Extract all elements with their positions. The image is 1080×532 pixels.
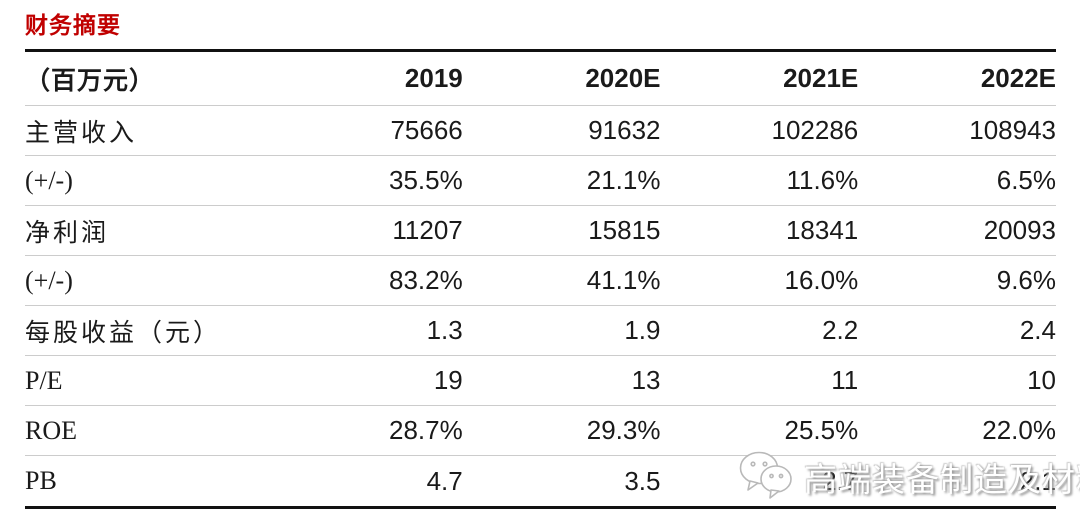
- cell-value: 18341: [785, 215, 859, 245]
- column-header-2019: 2019: [404, 63, 463, 93]
- cell-value: 25.5%: [784, 415, 859, 445]
- cell-value: 11.6%: [786, 165, 859, 195]
- row-label: (+/-): [25, 165, 73, 195]
- table-row-pe: P/E 19 13 11 10: [25, 356, 1056, 406]
- financial-summary-section: 财务摘要 （百万元） 2019 2020E 2021E 2022E 主营收入 7…: [25, 6, 1056, 509]
- cell-value: 83.2%: [389, 265, 463, 295]
- cell-value: 19: [433, 365, 463, 395]
- table-header-row: （百万元） 2019 2020E 2021E 2022E: [25, 52, 1056, 106]
- cell-value: 108943: [969, 115, 1056, 145]
- table-row-profit-growth: (+/-) 83.2% 41.1% 16.0% 9.6%: [25, 256, 1056, 306]
- cell-value: 1.9: [624, 315, 661, 345]
- cell-value: 4.7: [426, 465, 463, 496]
- row-label: P/E: [25, 365, 63, 395]
- cell-value: 16.0%: [784, 265, 859, 295]
- table-row-roe: ROE 28.7% 29.3% 25.5% 22.0%: [25, 406, 1056, 456]
- table-row-revenue-growth: (+/-) 35.5% 21.1% 11.6% 6.5%: [25, 156, 1056, 206]
- cell-value: 91632: [588, 115, 661, 145]
- table-row-revenue: 主营收入 75666 91632 102286 108943: [25, 106, 1056, 156]
- cell-value: 3.5: [624, 465, 661, 496]
- financial-summary-table: （百万元） 2019 2020E 2021E 2022E 主营收入 75666 …: [25, 49, 1056, 509]
- cell-value: 15815: [588, 215, 661, 245]
- cell-value: 11207: [392, 215, 463, 245]
- row-label: 净利润: [25, 217, 110, 247]
- cell-value: 1.3: [426, 315, 463, 345]
- cell-value: 9.6%: [996, 265, 1056, 295]
- cell-value: 28.7%: [389, 415, 463, 445]
- table-row-eps: 每股收益（元） 1.3 1.9 2.2 2.4: [25, 306, 1056, 356]
- cell-value: 102286: [771, 115, 859, 145]
- cell-value: 41.1%: [586, 265, 661, 295]
- table-row-net-profit: 净利润 11207 15815 18341 20093: [25, 206, 1056, 256]
- cell-value: 6.5%: [996, 165, 1056, 195]
- cell-value: 75666: [390, 115, 463, 145]
- column-header-2020e: 2020E: [585, 63, 661, 93]
- cell-value: 35.5%: [389, 165, 463, 195]
- table-row-pb: PB 4.7 3.5 2.7 2.1: [25, 456, 1056, 506]
- cell-value: 20093: [983, 215, 1056, 245]
- unit-label: （百万元）: [25, 65, 156, 95]
- cell-value: 21.1%: [586, 165, 661, 195]
- row-label: (+/-): [25, 265, 73, 295]
- cell-value: 29.3%: [586, 415, 661, 445]
- section-title: 财务摘要: [25, 12, 121, 38]
- cell-value: 22.0%: [982, 415, 1056, 445]
- row-label: ROE: [25, 415, 77, 445]
- cell-value: 2.1: [1019, 465, 1056, 496]
- cell-value: 2.2: [822, 315, 859, 345]
- column-header-2022e: 2022E: [980, 63, 1056, 93]
- row-label: 主营收入: [25, 117, 138, 147]
- cell-value: 2.4: [1019, 315, 1056, 345]
- row-label: PB: [25, 466, 57, 495]
- cell-value: 13: [631, 365, 661, 395]
- cell-value: 2.7: [822, 465, 859, 496]
- cell-value: 11: [831, 365, 859, 395]
- column-header-2021e: 2021E: [783, 63, 859, 93]
- cell-value: 10: [1027, 365, 1056, 395]
- row-label: 每股收益（元）: [25, 317, 222, 347]
